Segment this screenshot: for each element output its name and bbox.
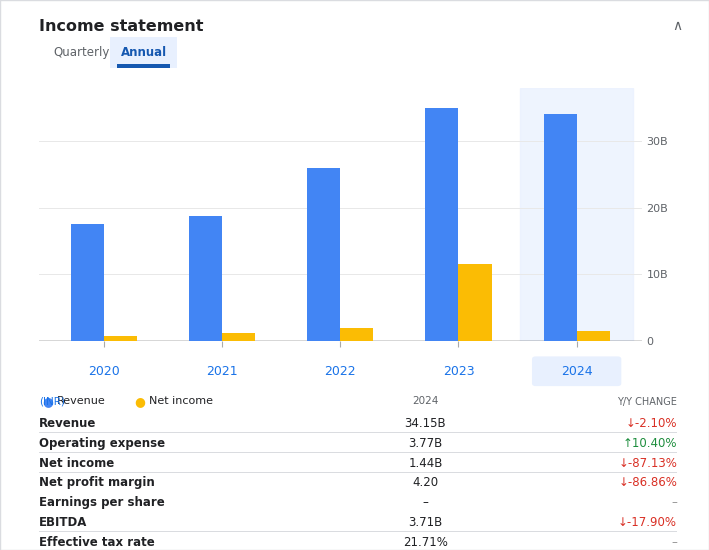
Bar	[544, 114, 576, 341]
Bar	[520, 88, 633, 341]
Text: 2024: 2024	[561, 365, 593, 378]
Text: 34.15B: 34.15B	[405, 417, 446, 430]
Bar	[425, 108, 459, 341]
Text: –: –	[671, 536, 677, 549]
Bar	[307, 168, 340, 341]
Text: Earnings per share: Earnings per share	[39, 496, 164, 509]
Text: 2020: 2020	[88, 365, 120, 378]
Text: ↑10.40%: ↑10.40%	[623, 437, 677, 450]
Text: 3.77B: 3.77B	[408, 437, 442, 450]
Text: Net income: Net income	[39, 456, 114, 470]
Text: Annual: Annual	[121, 46, 167, 59]
Bar	[576, 332, 610, 341]
Bar	[104, 336, 137, 341]
Text: ↓-17.90%: ↓-17.90%	[618, 516, 677, 529]
Text: Revenue: Revenue	[57, 397, 106, 406]
Text: 2021: 2021	[206, 365, 238, 378]
Bar	[222, 333, 255, 341]
Text: Operating expense: Operating expense	[39, 437, 165, 450]
Text: Net income: Net income	[149, 397, 213, 406]
Bar	[71, 224, 104, 341]
Text: ∧: ∧	[672, 19, 682, 33]
Text: Revenue: Revenue	[39, 417, 96, 430]
Text: –: –	[423, 496, 428, 509]
Text: –: –	[671, 496, 677, 509]
Text: 21.71%: 21.71%	[403, 536, 448, 549]
Text: Quarterly: Quarterly	[53, 46, 110, 59]
Text: ↓-86.86%: ↓-86.86%	[618, 476, 677, 490]
Bar	[340, 328, 374, 341]
Bar	[189, 216, 222, 341]
Text: ●: ●	[135, 395, 145, 408]
Bar	[459, 265, 491, 341]
Text: 4.20: 4.20	[413, 476, 438, 490]
Text: 3.71B: 3.71B	[408, 516, 442, 529]
Text: EBITDA: EBITDA	[39, 516, 87, 529]
Text: (INR): (INR)	[39, 397, 65, 406]
Text: 2024: 2024	[412, 397, 439, 406]
Text: Income statement: Income statement	[39, 19, 203, 34]
Text: 2023: 2023	[442, 365, 474, 378]
Text: 1.44B: 1.44B	[408, 456, 442, 470]
Text: ↓-87.13%: ↓-87.13%	[618, 456, 677, 470]
Text: 2022: 2022	[325, 365, 356, 378]
Text: ↓-2.10%: ↓-2.10%	[625, 417, 677, 430]
Text: Effective tax rate: Effective tax rate	[39, 536, 155, 549]
Text: Net profit margin: Net profit margin	[39, 476, 155, 490]
Text: ●: ●	[43, 395, 53, 408]
Text: Y/Y CHANGE: Y/Y CHANGE	[618, 397, 677, 406]
